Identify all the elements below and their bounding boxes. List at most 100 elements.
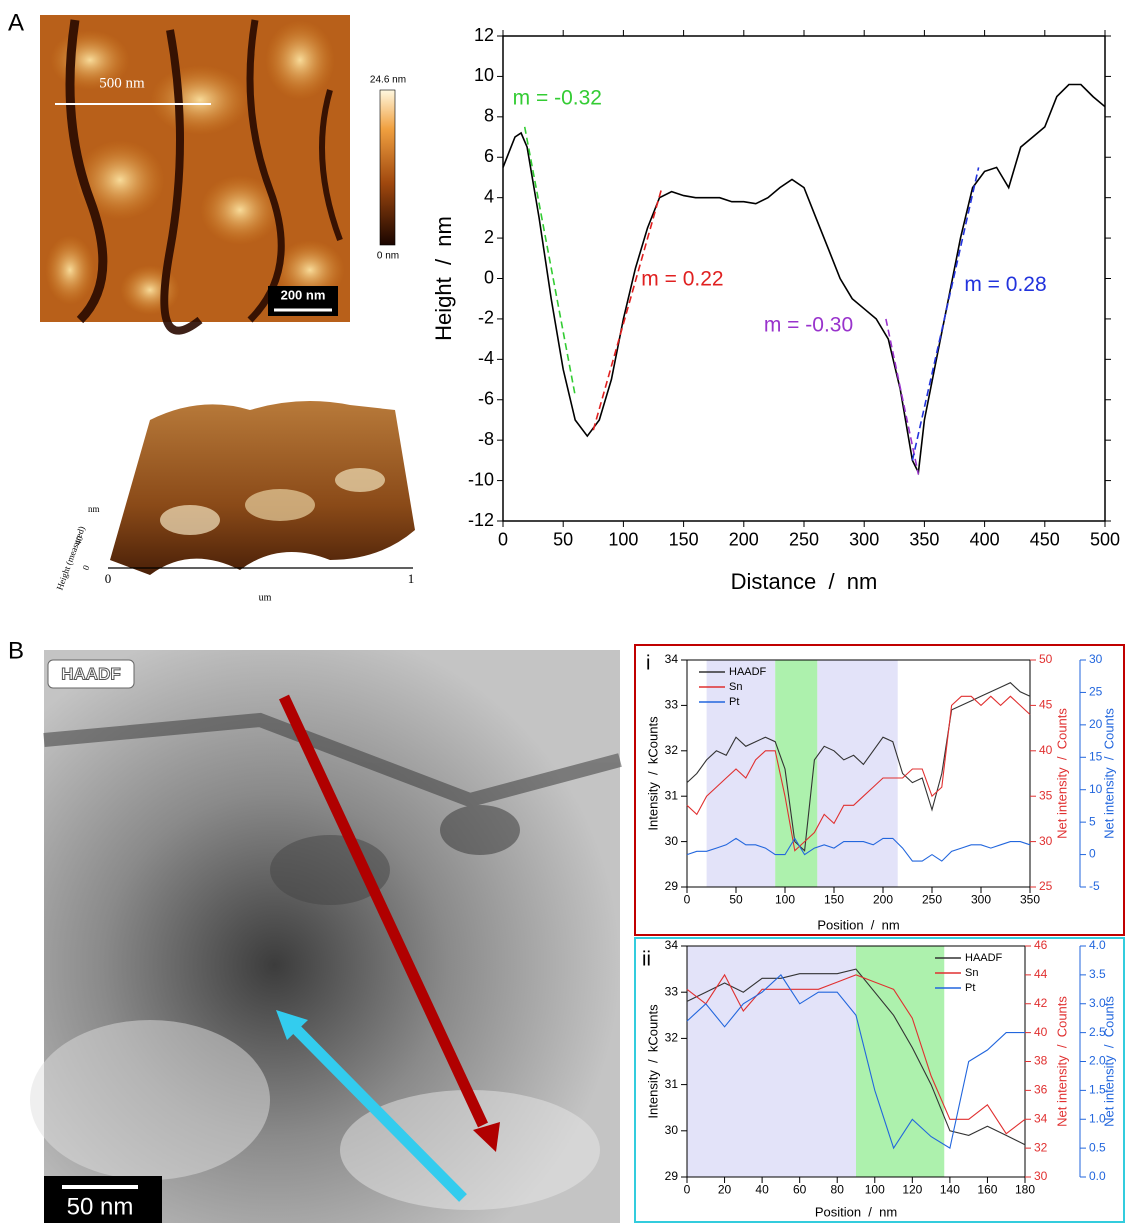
fit-line — [525, 127, 576, 396]
y-axis-label: Intensity / kCounts — [645, 1004, 660, 1119]
x-tick-label: 400 — [970, 530, 1000, 550]
y-tick-label: 40 — [1034, 1025, 1048, 1039]
y-tick-label: -6 — [478, 389, 494, 409]
x-tick-label: 100 — [865, 1182, 885, 1196]
colorbar-min: 0 nm — [377, 251, 399, 262]
x-tick-label: 140 — [940, 1182, 960, 1196]
x-tick-label: 250 — [789, 530, 819, 550]
x-tick-label: 0 — [684, 1182, 691, 1196]
x-tick-label: 150 — [669, 530, 699, 550]
x-tick-label: 0 — [684, 892, 691, 906]
legend-label: Sn — [965, 967, 978, 979]
y-tick-label: 33 — [665, 984, 679, 998]
y-tick-label: 12 — [474, 25, 494, 45]
x-axis-label: Position / nm — [817, 917, 899, 932]
figure: A 500 nm 200 nm 24.6 nm 0 nm 0 1 um nm H… — [0, 0, 1126, 1223]
fit-annotation: m = 0.22 — [641, 268, 723, 291]
x-tick-label: 250 — [922, 892, 942, 906]
afm-3d-x-start: 0 — [105, 571, 112, 586]
y-tick-label: 6 — [484, 146, 494, 166]
x-tick-label: 80 — [831, 1182, 845, 1196]
scalebar-label: 200 nm — [281, 287, 326, 302]
y-tick-label: 34 — [1034, 1111, 1048, 1125]
x-axis-label: Position / nm — [815, 1204, 897, 1219]
legend-label: Pt — [729, 696, 739, 708]
fit-annotation: m = -0.30 — [764, 313, 853, 336]
x-tick-label: 0 — [498, 530, 508, 550]
x-tick-label: 60 — [793, 1182, 807, 1196]
y-tick-label: 0.5 — [1089, 1140, 1106, 1154]
y-tick-label: 45 — [1039, 698, 1053, 712]
profile-length: 500 nm — [99, 75, 145, 91]
afm-3d-x-unit: um — [259, 592, 272, 603]
x-tick-label: 100 — [608, 530, 638, 550]
y-axis-label: Height / nm — [431, 216, 456, 341]
y-tick-label: -2 — [478, 308, 494, 328]
y-tick-label: 0 — [1089, 847, 1096, 861]
y-tick-label: 33 — [665, 698, 679, 712]
x-tick-label: 180 — [1015, 1182, 1035, 1196]
chart-label: ii — [642, 948, 651, 970]
x-tick-label: 200 — [873, 892, 893, 906]
y-tick-label: 44 — [1034, 967, 1048, 981]
y-tick-label: 5 — [1089, 814, 1096, 828]
y-axis-label: Intensity / kCounts — [645, 716, 660, 831]
y-tick-label: 4 — [484, 186, 494, 206]
x-tick-label: 350 — [909, 530, 939, 550]
y-tick-label: 29 — [665, 879, 679, 893]
panel-label: A — [8, 9, 24, 36]
y-tick-label: 34 — [665, 938, 679, 952]
y-tick-label: 32 — [665, 1031, 679, 1045]
afm-3d-z-zero: 0 — [80, 563, 91, 571]
y-tick-label: -5 — [1089, 879, 1100, 893]
x-tick-label: 50 — [553, 530, 573, 550]
y-tick-label: 31 — [665, 788, 679, 802]
y-tick-label: 30 — [1039, 834, 1053, 848]
y-tick-label: 42 — [1034, 996, 1048, 1010]
y-axis-label: Net intensity / Counts — [1054, 996, 1069, 1127]
y-tick-label: 8 — [484, 106, 494, 126]
legend-label: Sn — [729, 681, 742, 693]
y-tick-label: 30 — [1089, 652, 1103, 666]
y-tick-label: 30 — [665, 1123, 679, 1137]
colorbar-max: 24.6 nm — [370, 75, 406, 86]
y-tick-label: 25 — [1089, 685, 1103, 699]
y-tick-label: 0 — [484, 267, 494, 287]
panel-label: B — [8, 637, 24, 664]
legend-label: HAADF — [729, 666, 767, 678]
y-axis-label: Net intensity / Counts — [1101, 708, 1116, 839]
y-tick-label: 32 — [665, 743, 679, 757]
y-tick-label: 34 — [665, 652, 679, 666]
x-tick-label: 500 — [1090, 530, 1120, 550]
y-tick-label: 40 — [1039, 743, 1053, 757]
page: A 500 nm 200 nm 24.6 nm 0 nm 0 1 um nm H… — [0, 0, 1126, 1228]
y-tick-label: 32 — [1034, 1140, 1048, 1154]
x-tick-label: 300 — [971, 892, 991, 906]
y-tick-label: 10 — [474, 65, 494, 85]
y-tick-label: 36 — [1034, 1083, 1048, 1097]
afm-3d-z-label: Height (measured) — [54, 525, 86, 592]
y-tick-label: 2 — [484, 227, 494, 247]
region — [817, 660, 897, 887]
fit-line — [886, 319, 919, 475]
y-tick-label: -10 — [468, 469, 494, 489]
y-axis-label: Net intensity / Counts — [1101, 996, 1116, 1127]
fit-line — [593, 188, 662, 431]
region — [687, 946, 856, 1177]
tem-scalebar-label: 50 nm — [67, 1193, 134, 1220]
afm-3d-z-unit: nm — [88, 504, 100, 514]
y-tick-label: 3.5 — [1089, 967, 1106, 981]
x-tick-label: 450 — [1030, 530, 1060, 550]
fit-annotation: m = -0.32 — [513, 86, 602, 109]
x-tick-label: 120 — [902, 1182, 922, 1196]
y-tick-label: 35 — [1039, 788, 1053, 802]
y-tick-label: -8 — [478, 429, 494, 449]
x-tick-label: 100 — [775, 892, 795, 906]
x-tick-label: 300 — [849, 530, 879, 550]
x-tick-label: 160 — [977, 1182, 997, 1196]
x-tick-label: 20 — [718, 1182, 732, 1196]
y-tick-label: 31 — [665, 1077, 679, 1091]
y-tick-label: -12 — [468, 510, 494, 530]
y-tick-label: 38 — [1034, 1054, 1048, 1068]
y-tick-label: 30 — [665, 834, 679, 848]
